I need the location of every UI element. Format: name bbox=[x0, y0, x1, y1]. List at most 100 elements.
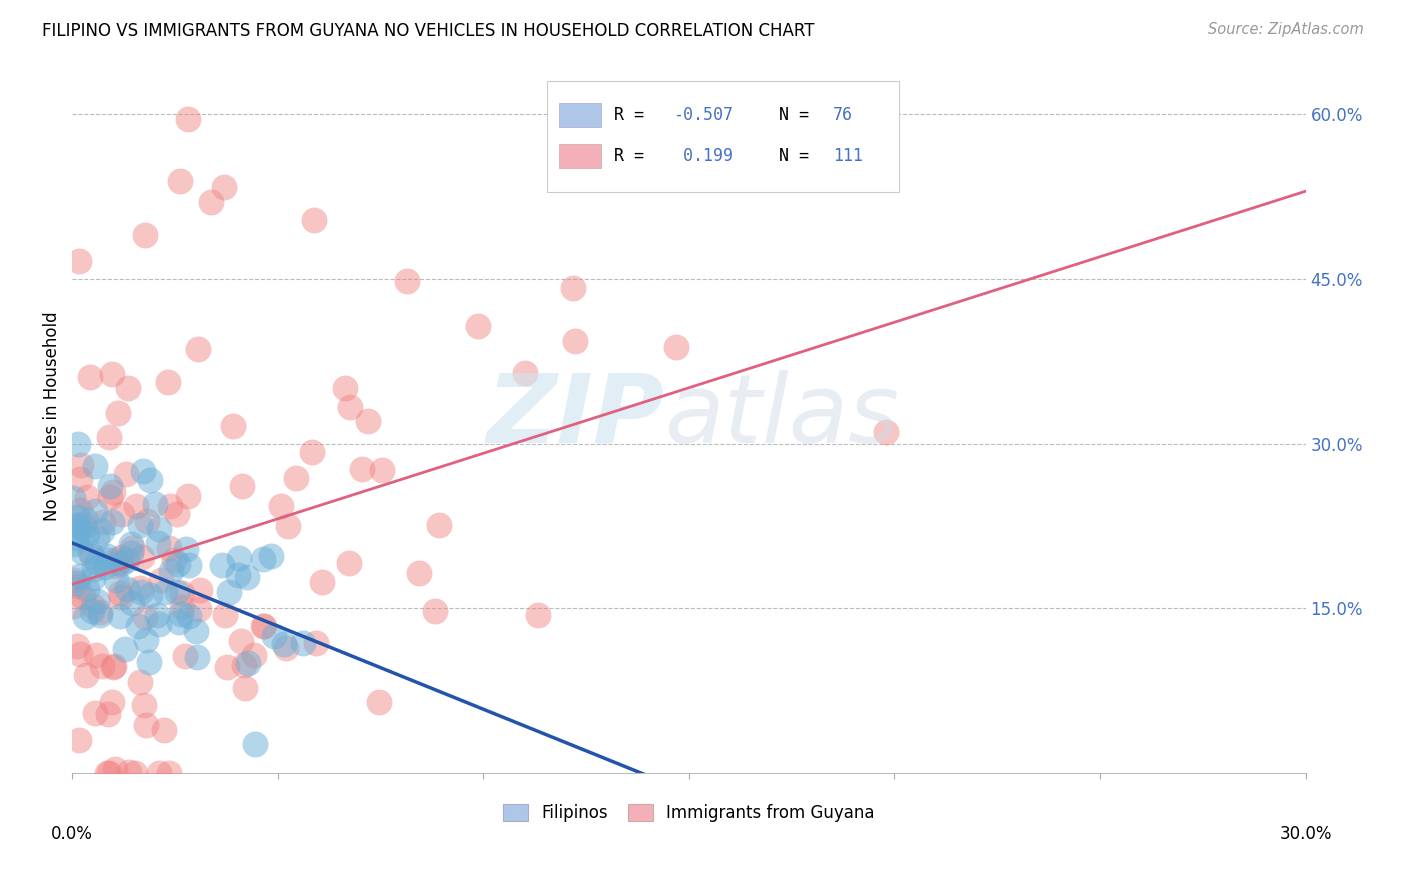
Point bbox=[111, 508, 134, 522]
Point bbox=[79, 369, 101, 384]
Point bbox=[425, 604, 447, 618]
Point bbox=[395, 274, 418, 288]
Point bbox=[110, 549, 132, 564]
Point bbox=[101, 485, 124, 500]
Point bbox=[564, 334, 586, 348]
FancyBboxPatch shape bbox=[560, 144, 602, 168]
Point bbox=[157, 765, 180, 780]
Point bbox=[69, 472, 91, 486]
Point bbox=[67, 579, 90, 593]
Point bbox=[97, 553, 120, 567]
Point bbox=[107, 556, 129, 570]
Point bbox=[115, 582, 138, 596]
Point bbox=[513, 366, 536, 380]
Point bbox=[270, 499, 292, 513]
Point bbox=[67, 519, 90, 533]
Point bbox=[188, 583, 211, 598]
Point bbox=[166, 507, 188, 521]
Point bbox=[86, 594, 108, 608]
FancyBboxPatch shape bbox=[547, 81, 898, 192]
Point bbox=[83, 562, 105, 576]
Point bbox=[163, 552, 186, 566]
Point bbox=[115, 553, 138, 567]
Point bbox=[664, 340, 686, 354]
Point bbox=[62, 537, 84, 551]
Point bbox=[304, 213, 326, 227]
Point bbox=[138, 656, 160, 670]
Point bbox=[160, 565, 183, 579]
Point bbox=[110, 590, 132, 604]
Point bbox=[218, 585, 240, 599]
Point bbox=[467, 319, 489, 334]
Point bbox=[69, 503, 91, 517]
Point bbox=[89, 608, 111, 623]
Point bbox=[226, 567, 249, 582]
Point bbox=[115, 467, 138, 481]
Point bbox=[273, 637, 295, 651]
Point bbox=[132, 464, 155, 478]
Point bbox=[100, 515, 122, 529]
Legend: Filipinos, Immigrants from Guyana: Filipinos, Immigrants from Guyana bbox=[496, 797, 882, 829]
Point bbox=[76, 490, 98, 504]
Point bbox=[80, 604, 103, 618]
Point bbox=[243, 648, 266, 662]
Point bbox=[107, 406, 129, 420]
Point bbox=[94, 560, 117, 574]
Point bbox=[174, 649, 197, 664]
Point bbox=[97, 706, 120, 721]
Y-axis label: No Vehicles in Household: No Vehicles in Household bbox=[44, 311, 60, 521]
Point bbox=[159, 500, 181, 514]
Point bbox=[179, 558, 201, 572]
Point bbox=[170, 585, 193, 599]
Point bbox=[62, 491, 84, 505]
Point bbox=[117, 765, 139, 780]
Point bbox=[170, 600, 193, 615]
Point bbox=[177, 112, 200, 126]
Point bbox=[83, 504, 105, 518]
Text: 0.199: 0.199 bbox=[673, 147, 733, 165]
Point bbox=[174, 542, 197, 557]
Point bbox=[427, 518, 450, 533]
Point bbox=[76, 527, 98, 541]
Point bbox=[66, 523, 89, 537]
Point bbox=[117, 381, 139, 395]
Point bbox=[66, 640, 89, 654]
Point bbox=[150, 573, 173, 587]
Text: Source: ZipAtlas.com: Source: ZipAtlas.com bbox=[1208, 22, 1364, 37]
Point bbox=[69, 648, 91, 662]
Text: atlas: atlas bbox=[664, 369, 900, 463]
Point bbox=[72, 590, 94, 604]
Text: N =: N = bbox=[759, 147, 820, 165]
Point bbox=[96, 765, 118, 780]
Point bbox=[143, 497, 166, 511]
Point bbox=[108, 609, 131, 624]
Point bbox=[260, 549, 283, 564]
Point bbox=[63, 599, 86, 614]
Point bbox=[231, 479, 253, 493]
Point bbox=[148, 522, 170, 536]
Point bbox=[188, 602, 211, 616]
Point bbox=[212, 180, 235, 194]
Point bbox=[98, 479, 121, 493]
Point bbox=[233, 681, 256, 695]
Point bbox=[104, 558, 127, 573]
Point bbox=[155, 585, 177, 599]
Point bbox=[305, 635, 328, 649]
Point bbox=[98, 430, 121, 444]
Point bbox=[121, 546, 143, 560]
Point bbox=[105, 573, 128, 587]
Text: 76: 76 bbox=[834, 106, 853, 124]
Point bbox=[153, 723, 176, 737]
Point bbox=[562, 281, 585, 295]
Point bbox=[243, 737, 266, 751]
Text: R =: R = bbox=[613, 106, 654, 124]
Point bbox=[238, 656, 260, 670]
Point bbox=[146, 607, 169, 622]
Point bbox=[128, 518, 150, 533]
Point bbox=[167, 615, 190, 630]
Point bbox=[86, 555, 108, 569]
Point bbox=[131, 550, 153, 565]
Point bbox=[291, 636, 314, 650]
Point bbox=[76, 582, 98, 597]
Point bbox=[67, 436, 90, 450]
